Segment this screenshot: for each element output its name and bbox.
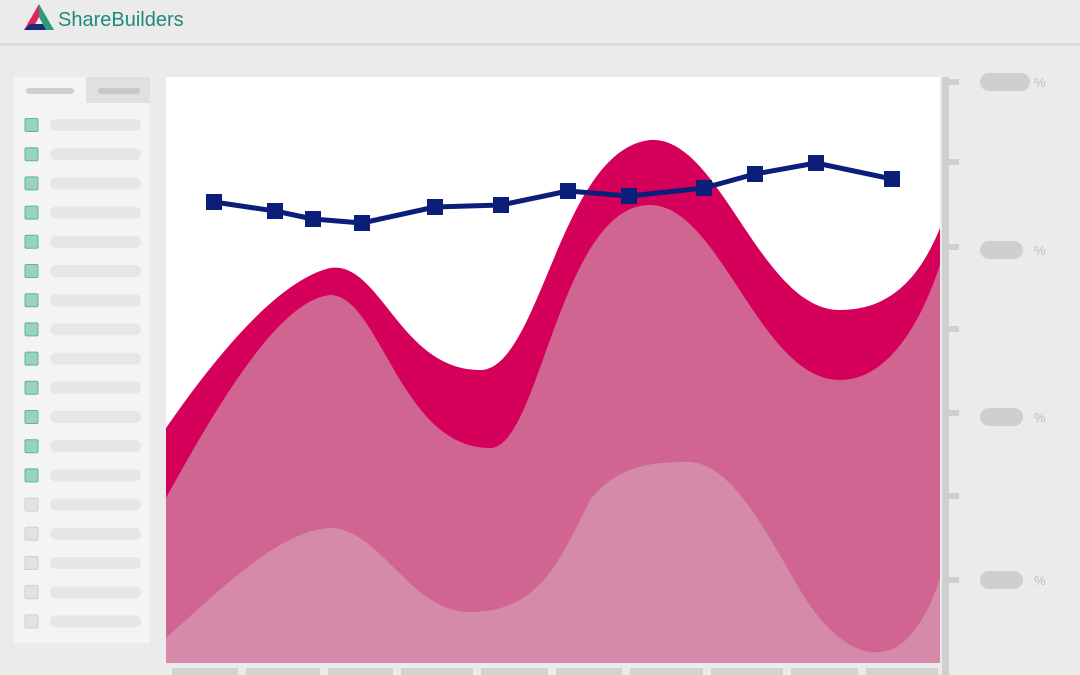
x-tick: [481, 668, 548, 675]
checkbox[interactable]: [24, 556, 39, 570]
checkbox[interactable]: [24, 380, 39, 395]
checkbox[interactable]: [24, 439, 39, 454]
row-pill: [50, 557, 141, 569]
row-pill: [50, 294, 141, 307]
tick: [945, 159, 959, 165]
checkbox[interactable]: [24, 497, 39, 512]
row-pill: [50, 440, 141, 453]
row-pill: [50, 615, 141, 628]
checkbox[interactable]: [24, 585, 39, 600]
checkbox[interactable]: [24, 293, 39, 308]
marker: [305, 211, 321, 227]
x-tick: [630, 668, 703, 675]
checkbox[interactable]: [24, 468, 39, 483]
checkbox[interactable]: [24, 322, 39, 337]
x-tick: [791, 668, 858, 675]
tab-pill: [26, 88, 74, 94]
checkbox[interactable]: [24, 614, 39, 629]
marker: [206, 194, 222, 210]
tab-pill: [98, 88, 140, 94]
sidebar-rows: [24, 118, 141, 629]
x-tick: [172, 668, 238, 675]
row-pill: [50, 352, 141, 365]
marker: [884, 171, 900, 187]
marker: [493, 197, 509, 213]
logo[interactable]: ShareBuilders: [24, 4, 184, 31]
checkbox[interactable]: [24, 526, 39, 541]
row-pill: [50, 411, 141, 423]
axis-label: %: [1034, 410, 1046, 425]
x-tick: [556, 668, 622, 675]
row-pill: [50, 527, 141, 540]
x-tick: [401, 668, 473, 675]
marker: [267, 203, 283, 219]
row-pill: [50, 381, 141, 394]
x-tick: [246, 668, 320, 675]
tick: [945, 577, 959, 583]
marker: [560, 183, 576, 199]
x-tick: [328, 668, 393, 675]
row-pill: [50, 235, 141, 248]
checkbox[interactable]: [24, 410, 39, 424]
marker: [621, 188, 637, 204]
row-pill: [50, 177, 141, 190]
row-pill: [50, 586, 141, 599]
y-axis: [942, 77, 949, 675]
x-axis: [172, 668, 938, 675]
checkbox[interactable]: [24, 264, 39, 278]
label-pill: [980, 241, 1023, 259]
brand: ShareBuilders: [58, 9, 184, 31]
axis-label: %: [1034, 573, 1046, 588]
checkbox[interactable]: [24, 234, 39, 249]
logo-part: [24, 4, 39, 30]
marker: [354, 215, 370, 231]
row-pill: [50, 265, 141, 277]
row-pill: [50, 119, 141, 131]
tick: [945, 244, 959, 250]
marker: [808, 155, 824, 171]
checkbox[interactable]: [24, 176, 39, 191]
row-pill: [50, 469, 141, 482]
y-labels: %%%%: [980, 73, 1046, 589]
checkbox[interactable]: [24, 351, 39, 366]
header: [0, 0, 1080, 44]
marker: [747, 166, 763, 182]
marker: [427, 199, 443, 215]
x-tick: [866, 668, 938, 675]
row-pill: [50, 323, 141, 336]
row-pill: [50, 148, 141, 161]
marker: [696, 180, 712, 196]
label-pill: [980, 408, 1023, 426]
y-ticks: [945, 79, 959, 583]
row-pill: [50, 498, 141, 511]
row-pill: [50, 206, 141, 219]
tick: [945, 410, 959, 416]
checkbox[interactable]: [24, 118, 39, 132]
area: [166, 462, 940, 663]
tick: [945, 79, 959, 85]
label-pill: [980, 73, 1030, 91]
logo-part: [39, 4, 54, 30]
tick: [945, 493, 959, 499]
checkbox[interactable]: [24, 205, 39, 220]
header-border: [0, 43, 1080, 46]
axis-label: %: [1034, 243, 1046, 258]
x-tick: [711, 668, 783, 675]
line-markers: [206, 155, 900, 231]
areas: [166, 139, 940, 663]
checkbox[interactable]: [24, 147, 39, 162]
tick: [945, 326, 959, 332]
axis-label: %: [1034, 75, 1046, 90]
label-pill: [980, 571, 1023, 589]
